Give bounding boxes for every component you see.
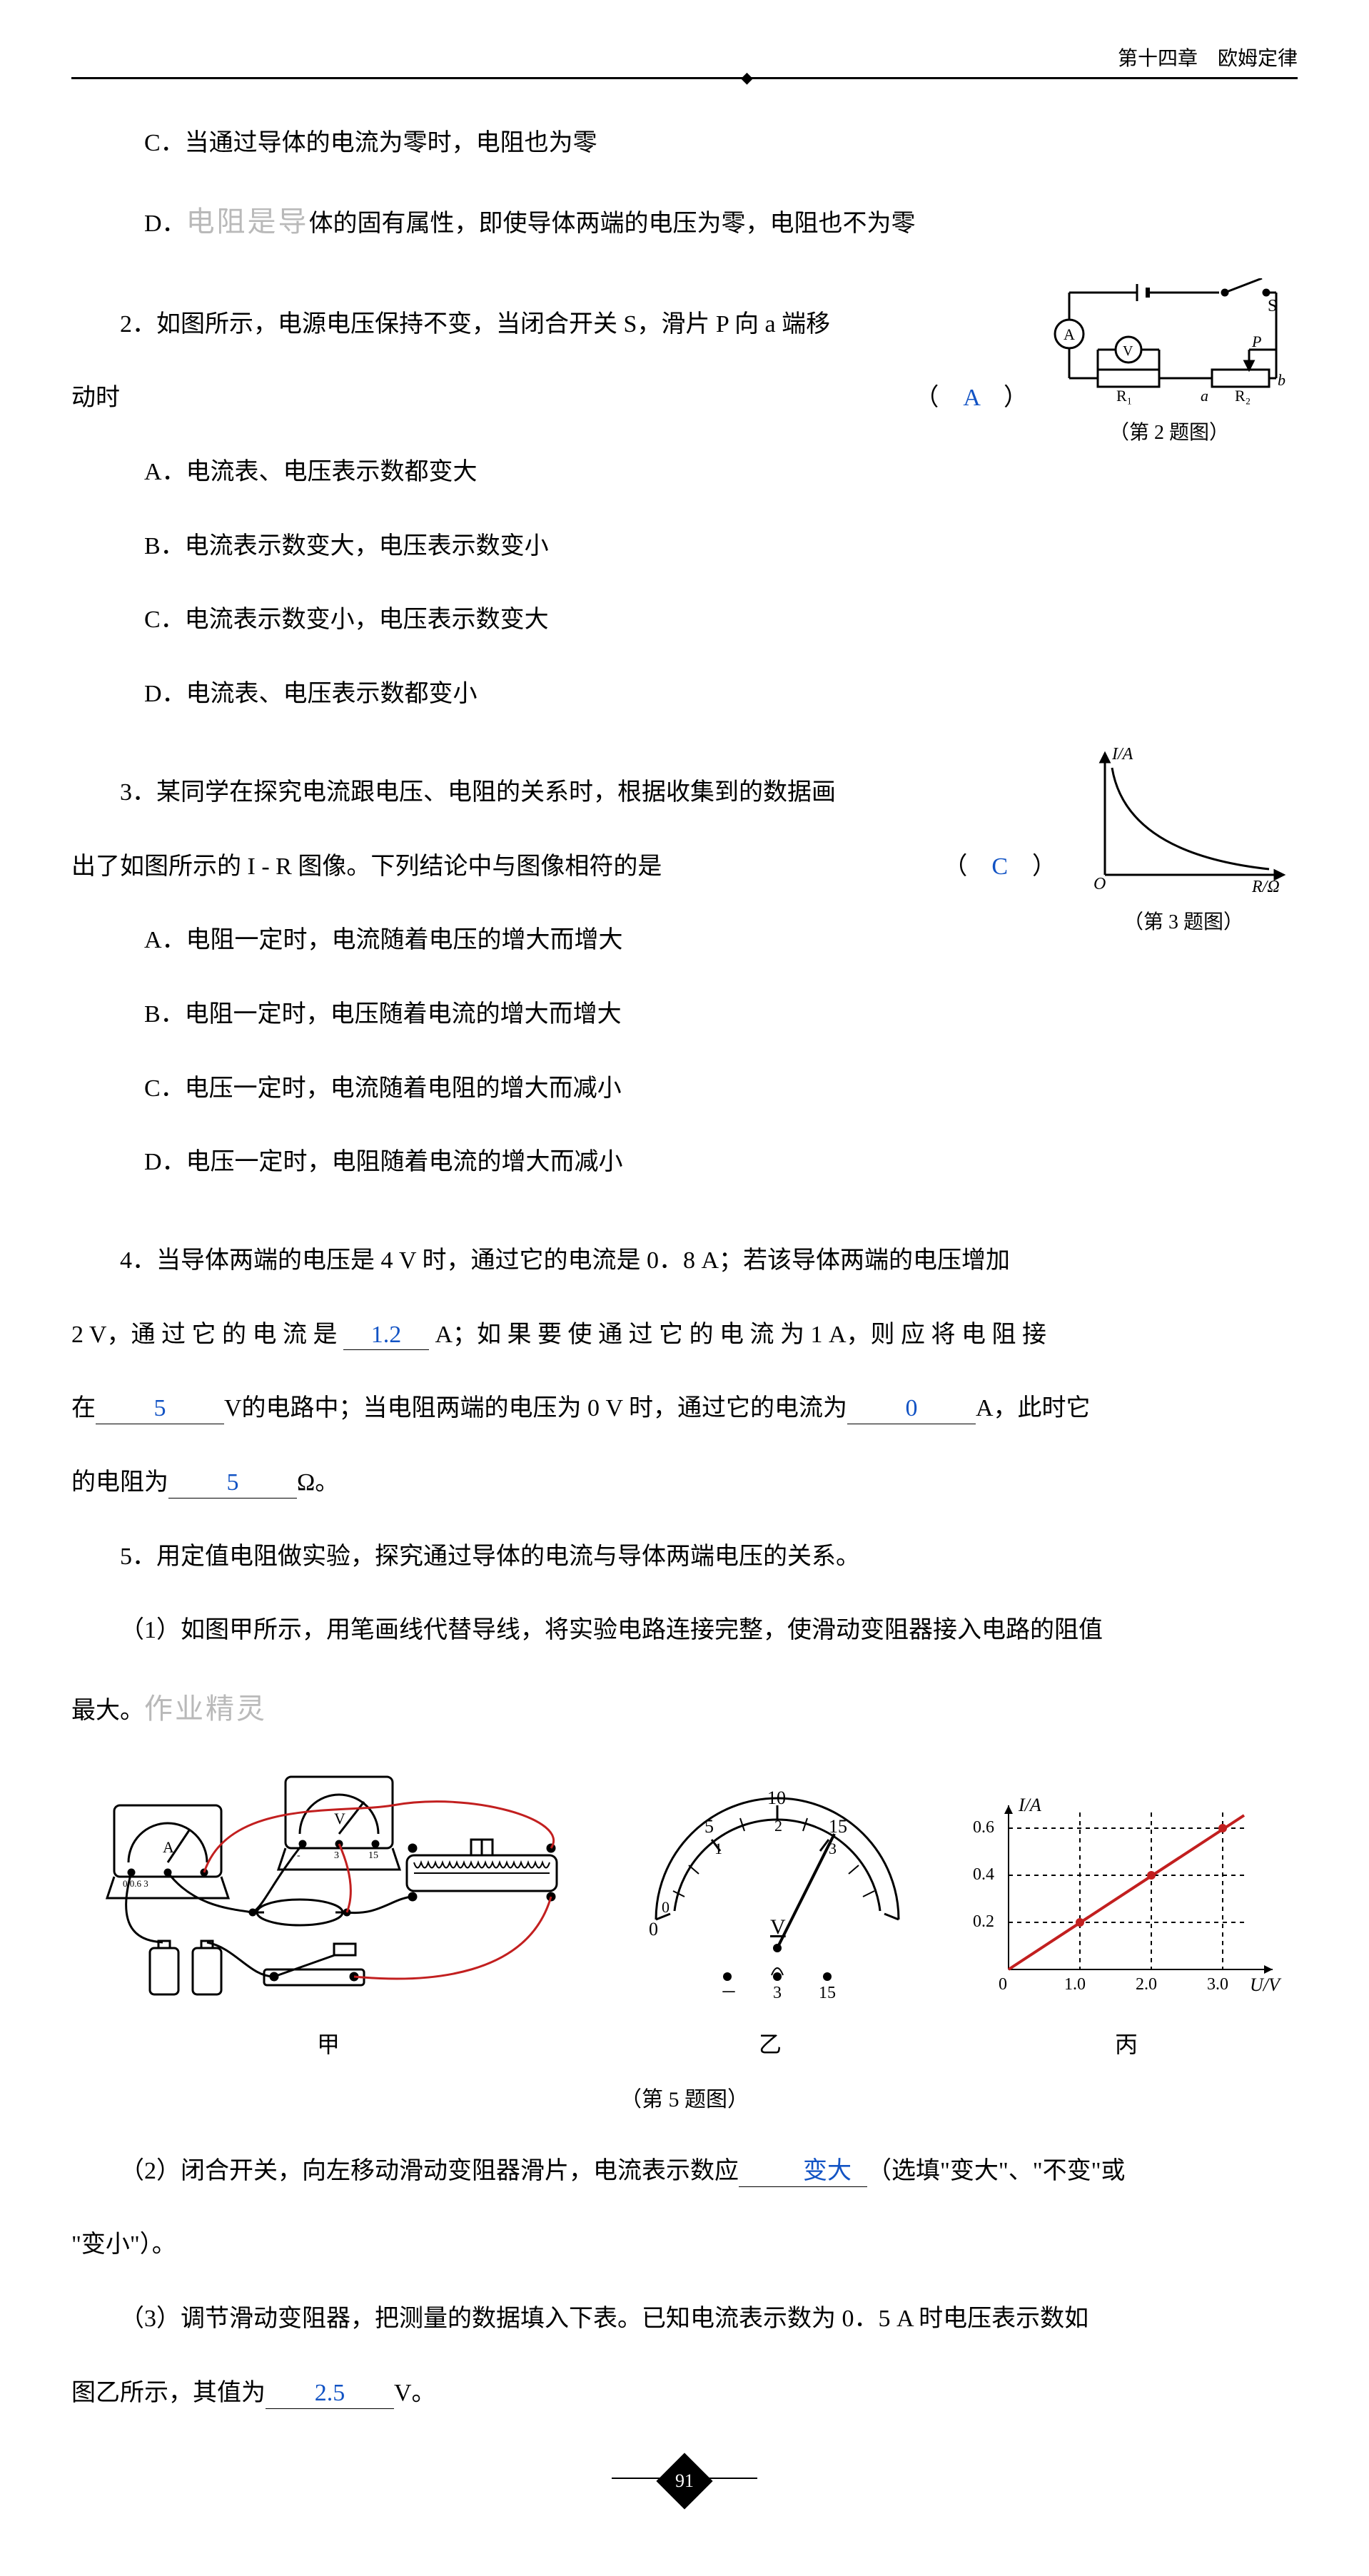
svg-text:R₁: R₁ (1116, 387, 1132, 405)
svg-text:0.6: 0.6 (973, 1818, 994, 1837)
svg-text:0: 0 (999, 1975, 1007, 1994)
watermark-text: 电阻是导 (186, 206, 309, 238)
q2-option-a: A．电流表、电压表示数都变大 (71, 447, 1298, 497)
q4-blank-1: 1.2 (343, 1321, 429, 1351)
svg-text:1: 1 (714, 1840, 722, 1857)
q1-option-d: D．电阻是导体的固有属性，即使导体两端的电压为零，电阻也不为零 (71, 193, 1298, 251)
svg-text:1.0: 1.0 (1064, 1975, 1086, 1994)
svg-text:2.0: 2.0 (1136, 1975, 1157, 1994)
q3-answer: C (991, 853, 1008, 880)
q5-p2c: "变小"）。 (71, 2220, 1298, 2270)
svg-text:A: A (163, 1838, 174, 1856)
svg-text:0: 0 (662, 1898, 670, 1916)
svg-text:0: 0 (649, 1919, 658, 1939)
svg-text:b: b (1278, 371, 1285, 389)
page-number: 91 (71, 2461, 1298, 2505)
svg-text:10: 10 (767, 1791, 786, 1808)
svg-text:U/V: U/V (1250, 1974, 1282, 1995)
chapter-title: 第十四章 欧姆定律 (1118, 48, 1298, 70)
q5-p1b: 最大。作业精灵 (71, 1680, 1298, 1738)
q2-option-c: C．电流表示数变小，电压表示数变大 (71, 595, 1298, 645)
svg-text:2: 2 (774, 1817, 782, 1835)
svg-text:V: V (1123, 343, 1133, 359)
page-header: 第十四章 欧姆定律 (71, 43, 1298, 79)
svg-text:－: － (720, 1984, 737, 2002)
q5-p3a: （3）调节滑动变阻器，把测量的数据填入下表。已知电流表示数为 0．5 A 时电压… (71, 2294, 1298, 2344)
q2-figure: S A R₁ (1041, 278, 1298, 453)
svg-text:O: O (1093, 875, 1106, 893)
q5-stem: 5．用定值电阻做实验，探究通过导体的电流与导体两端电压的关系。 (71, 1532, 1298, 1582)
q3-option-d: D．电压一定时，电阻随着电流的增大而减小 (71, 1137, 1298, 1187)
q3-figure-caption: （第 3 题图） (1069, 902, 1298, 943)
q5-fig-yi-label: 乙 (620, 2022, 920, 2069)
q3-stem-line2: 出了如图所示的 I - R 图像。下列结论中与图像相符的是 （ C ） (71, 842, 1056, 892)
q4-line4: 的电阻为5Ω。 (71, 1458, 1298, 1508)
q5-figure-row: V - 3 15 A 0 0.6 3 (71, 1763, 1298, 2068)
svg-text:5: 5 (704, 1816, 714, 1837)
svg-text:R₂: R₂ (1235, 387, 1251, 405)
q3-figure: I/A O R/Ω （第 3 题图） (1069, 746, 1298, 943)
q4-line1: 4．当导体两端的电压是 4 V 时，通过它的电流是 0．8 A；若该导体两端的电… (71, 1236, 1298, 1286)
q1-option-c: C．当通过导体的电流为零时，电阻也为零 (71, 118, 1298, 168)
q2-option-d: D．电流表、电压表示数都变小 (71, 669, 1298, 719)
q5-fig-bing-label: 丙 (955, 2022, 1298, 2069)
q5-fig-jia: V - 3 15 A 0 0.6 3 (71, 1763, 585, 2068)
q2-option-b: B．电流表示数变大，电压表示数变小 (71, 522, 1298, 572)
q4-blank-2: 5 (96, 1394, 224, 1424)
q3-option-c: C．电压一定时，电流随着电阻的增大而减小 (71, 1064, 1298, 1114)
svg-text:0.4: 0.4 (973, 1865, 994, 1884)
q3-block: I/A O R/Ω （第 3 题图） 3．某同学在探究电流跟电压、电阻的关系时，… (71, 744, 1298, 1212)
q5-yi-svg: 0 5 10 15 0 1 2 3 V － 3 (620, 1791, 920, 2005)
svg-text:P: P (1251, 333, 1261, 350)
q5-blank-p2: 变大 (739, 2157, 867, 2187)
svg-text:3: 3 (334, 1850, 339, 1861)
q5-p3b: 图乙所示，其值为2.5V。 (71, 2368, 1298, 2418)
q5-figure-caption: （第 5 题图） (71, 2078, 1298, 2122)
svg-text:15: 15 (829, 1816, 847, 1837)
q2-answer-paren: （ A ） (914, 373, 1028, 423)
q3-option-b: B．电阻一定时，电压随着电流的增大而增大 (71, 990, 1298, 1040)
svg-text:3.0: 3.0 (1207, 1975, 1228, 1994)
watermark-text-2: 作业精灵 (144, 1693, 267, 1725)
svg-text:a: a (1201, 387, 1208, 405)
q4-line2: 2 V，通 过 它 的 电 流 是 1.2 A；如 果 要 使 通 过 它 的 … (71, 1310, 1298, 1360)
svg-text:15: 15 (368, 1850, 378, 1861)
svg-text:3: 3 (773, 1984, 782, 2002)
q5-fig-yi: 0 5 10 15 0 1 2 3 V － 3 (620, 1791, 920, 2068)
q5-p2: （2）闭合开关，向左移动滑动变阻器滑片，电流表示数应变大（选填"变大"、"不变"… (71, 2146, 1298, 2196)
svg-text:V: V (770, 1915, 786, 1939)
q5-bing-svg: I/A 0.6 0.4 0.2 0 1.0 2.0 3.0 U/V (959, 1791, 1294, 2005)
svg-text:15: 15 (819, 1984, 836, 2002)
svg-text:I/A: I/A (1018, 1795, 1041, 1815)
svg-text:I/A: I/A (1111, 746, 1133, 764)
q2-circuit-svg: S A R₁ (1048, 278, 1290, 407)
q2-answer: A (963, 385, 979, 411)
q5-p1a: （1）如图甲所示，用笔画线代替导线，将实验电路连接完整，使滑动变阻器接入电路的阻… (71, 1606, 1298, 1655)
q5-jia-svg: V - 3 15 A 0 0.6 3 (71, 1763, 585, 2005)
q4-blank-4: 5 (168, 1469, 297, 1499)
svg-text:A: A (1064, 325, 1075, 343)
q5-blank-p3: 2.5 (266, 2379, 394, 2409)
q4-blank-3: 0 (847, 1394, 976, 1424)
svg-text:V: V (334, 1810, 345, 1827)
q2-figure-caption: （第 2 题图） (1041, 412, 1298, 453)
q3-answer-paren: （ C ） (943, 842, 1056, 892)
q2-block: S A R₁ (71, 275, 1298, 744)
svg-text:0 0.6 3: 0 0.6 3 (123, 1878, 148, 1889)
q5-fig-jia-label: 甲 (71, 2022, 585, 2069)
q2-stem-line2: 动时 （ A ） (71, 373, 1028, 423)
q3-graph-svg: I/A O R/Ω (1076, 746, 1290, 896)
svg-text:R/Ω: R/Ω (1251, 878, 1280, 896)
q4-line3: 在5V的电路中；当电阻两端的电压为 0 V 时，通过它的电流为0A，此时它 (71, 1384, 1298, 1434)
q5-fig-bing: I/A 0.6 0.4 0.2 0 1.0 2.0 3.0 U/V 丙 (955, 1791, 1298, 2068)
svg-text:0.2: 0.2 (973, 1912, 994, 1931)
